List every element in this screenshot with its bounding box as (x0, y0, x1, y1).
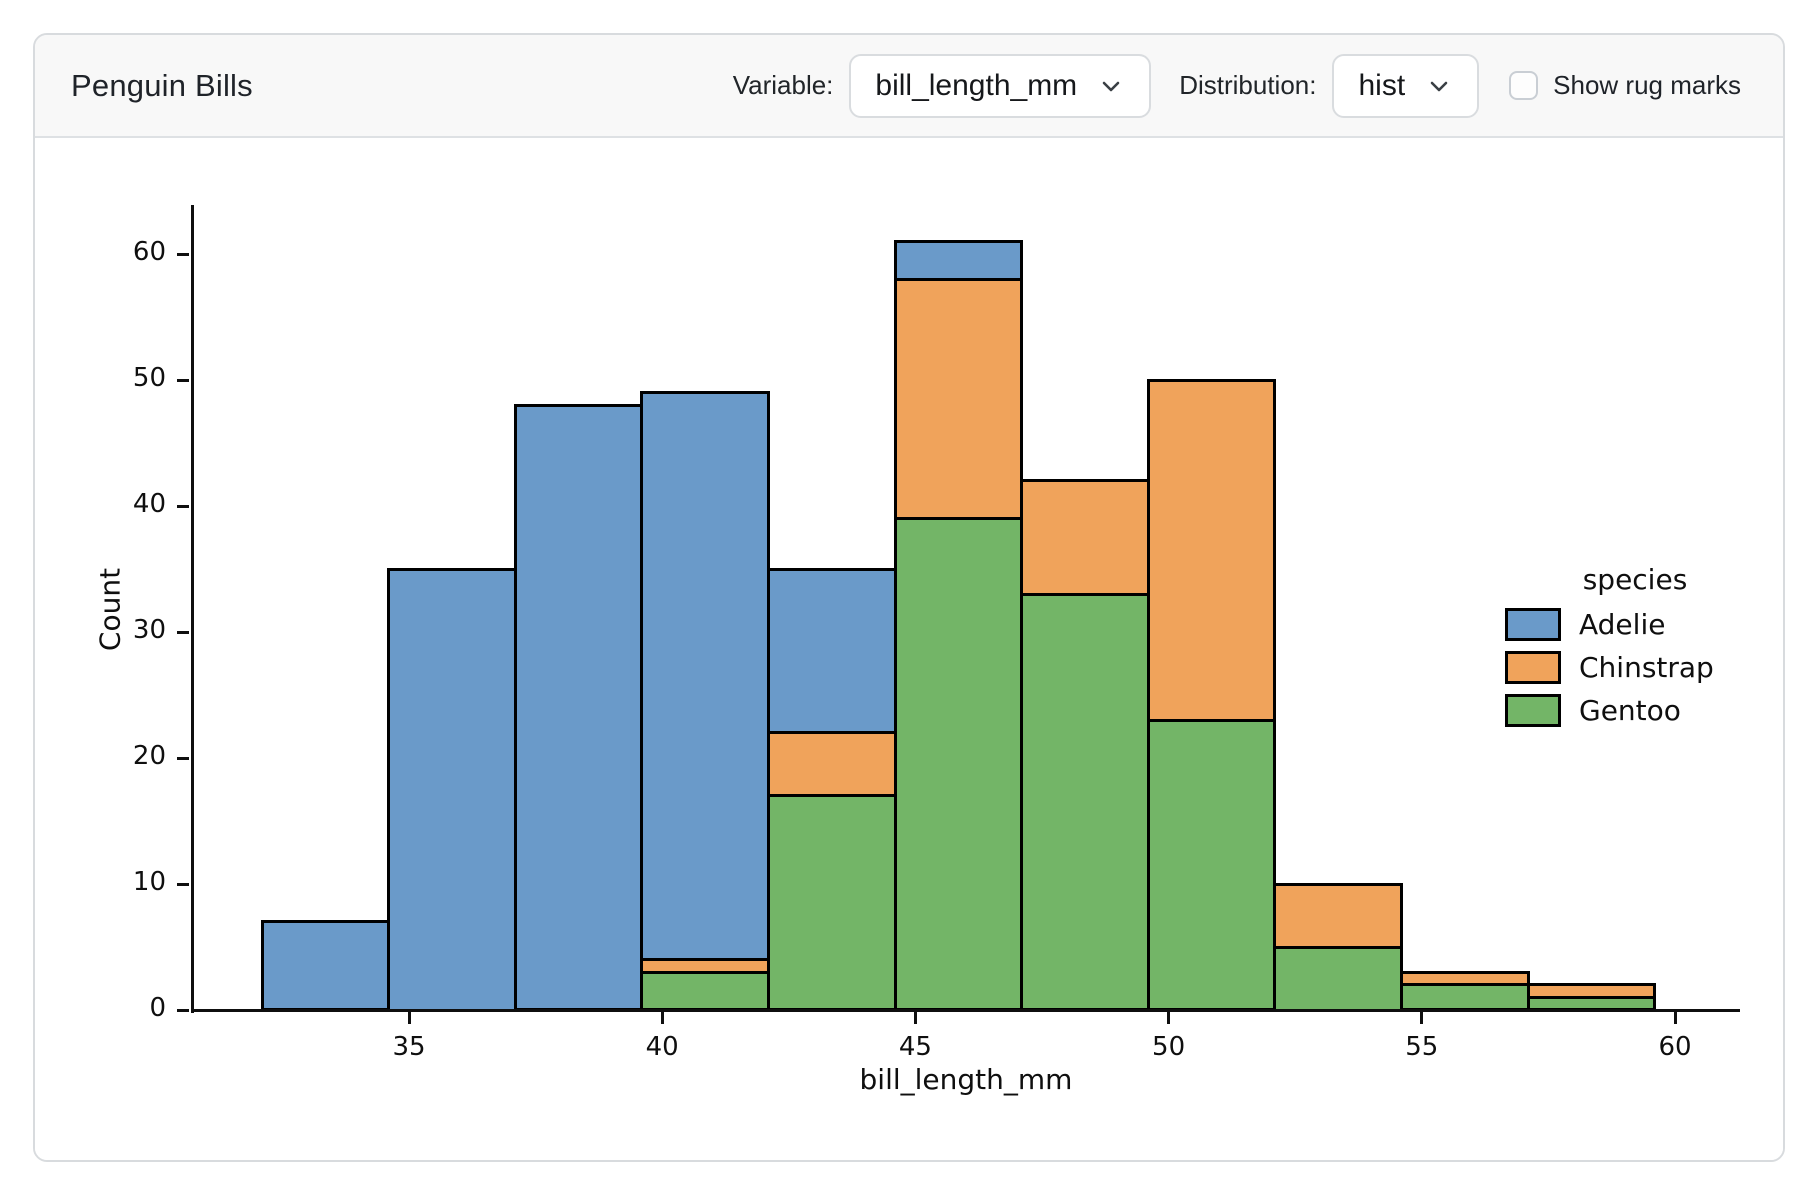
x-tick-label: 40 (645, 1032, 679, 1062)
distribution-select[interactable]: hist (1332, 53, 1480, 118)
y-tick (177, 378, 189, 382)
y-tick-label: 20 (132, 741, 166, 771)
bar-segment (767, 794, 897, 1012)
x-tick (660, 1011, 664, 1024)
variable-select-value: bill_length_mm (875, 68, 1078, 102)
x-tick-label: 35 (392, 1032, 426, 1062)
y-tick (177, 504, 189, 508)
histogram-figure: Count bill_length_mm species Adelie Chin… (35, 138, 1783, 1160)
y-tick (177, 252, 189, 256)
app-card: Penguin Bills Variable: bill_length_mm D… (33, 33, 1785, 1162)
bar-segment (260, 920, 391, 1012)
x-tick-label: 55 (1405, 1032, 1439, 1062)
chevron-down-icon (1102, 81, 1120, 91)
legend: species Adelie Chinstrap Gentoo (1505, 563, 1765, 737)
legend-swatch (1505, 608, 1561, 641)
x-tick-label: 60 (1658, 1032, 1692, 1062)
legend-item: Adelie (1505, 608, 1765, 641)
rug-checkbox[interactable] (1509, 71, 1539, 100)
bar-segment (513, 403, 644, 1012)
chevron-down-icon (1430, 81, 1448, 91)
bar-segment (387, 567, 517, 1012)
header-controls: Variable: bill_length_mm Distribution: h… (732, 53, 1741, 118)
bar-segment (1273, 945, 1404, 1012)
bar-segment (767, 567, 897, 735)
x-tick (1420, 1011, 1424, 1024)
bar-segment (1020, 479, 1150, 596)
rug-checkbox-label[interactable]: Show rug marks (1553, 70, 1741, 100)
card-body: Count bill_length_mm species Adelie Chin… (35, 138, 1783, 1160)
bar-segment (1273, 882, 1404, 949)
bar-segment (1020, 592, 1150, 1012)
bar-segment (1400, 983, 1530, 1012)
legend-swatch (1505, 651, 1561, 684)
bar-segment (1400, 970, 1530, 987)
y-tick-label: 30 (132, 615, 166, 645)
legend-title: species (1582, 563, 1688, 596)
bar-segment (1146, 718, 1277, 1012)
x-tick-label: 50 (1152, 1032, 1186, 1062)
bar-segment (893, 517, 1024, 1012)
y-tick-label: 60 (132, 237, 166, 267)
y-tick (177, 1008, 189, 1012)
bar-segment (893, 239, 1024, 281)
x-tick (407, 1011, 411, 1024)
y-tick-label: 40 (132, 489, 166, 519)
card-header: Penguin Bills Variable: bill_length_mm D… (35, 35, 1783, 138)
page-title: Penguin Bills (71, 67, 253, 103)
y-tick (177, 630, 189, 634)
bar-segment (640, 391, 771, 962)
x-tick (1167, 1011, 1171, 1024)
legend-item-label: Adelie (1579, 608, 1666, 641)
x-tick-label: 45 (898, 1032, 932, 1062)
axis-spine-y (190, 205, 194, 1013)
legend-item: Chinstrap (1505, 651, 1765, 684)
y-tick-label: 0 (149, 993, 166, 1023)
distribution-label: Distribution: (1179, 70, 1317, 100)
legend-swatch (1505, 694, 1561, 727)
axis-spine-x (190, 1008, 1740, 1012)
y-tick (177, 756, 189, 760)
legend-item-label: Chinstrap (1579, 651, 1714, 684)
bar-segment (1526, 983, 1657, 999)
x-tick (913, 1011, 917, 1024)
legend-item-label: Gentoo (1579, 694, 1681, 727)
bar-segment (767, 731, 897, 798)
y-tick-label: 50 (132, 363, 166, 393)
legend-item: Gentoo (1505, 694, 1765, 727)
distribution-select-value: hist (1358, 68, 1406, 102)
x-axis-label: bill_length_mm (859, 1063, 1073, 1096)
variable-select[interactable]: bill_length_mm (849, 53, 1152, 118)
bar-segment (640, 970, 771, 1012)
y-tick (177, 882, 189, 886)
y-tick-label: 10 (132, 867, 166, 897)
bar-segment (1146, 378, 1277, 722)
bar-segment (893, 277, 1024, 521)
x-tick (1673, 1011, 1677, 1024)
variable-label: Variable: (732, 70, 834, 100)
